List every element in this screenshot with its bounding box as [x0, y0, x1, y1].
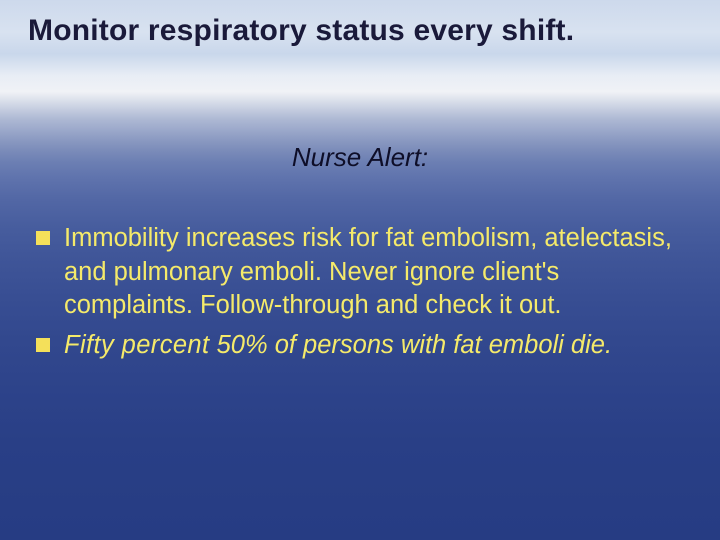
slide-title: Monitor respiratory status every shift. — [28, 14, 700, 48]
slide-subtitle: Nurse Alert: — [0, 142, 720, 173]
bullet-text: Fifty percent 50% of persons with fat em… — [64, 329, 612, 363]
bullet-text: Immobility increases risk for fat emboli… — [64, 222, 680, 323]
square-bullet-icon — [36, 338, 50, 352]
list-item: Fifty percent 50% of persons with fat em… — [36, 329, 680, 363]
bullet-2-emphasis: Fifty percent — [64, 331, 210, 359]
bullet-list: Immobility increases risk for fat emboli… — [36, 222, 680, 369]
bullet-1-text: Immobility increases risk for fat emboli… — [64, 224, 672, 319]
square-bullet-icon — [36, 231, 50, 245]
list-item: Immobility increases risk for fat emboli… — [36, 222, 680, 323]
slide: Monitor respiratory status every shift. … — [0, 0, 720, 540]
bullet-2-rest: 50% of persons with fat emboli die. — [210, 331, 613, 359]
